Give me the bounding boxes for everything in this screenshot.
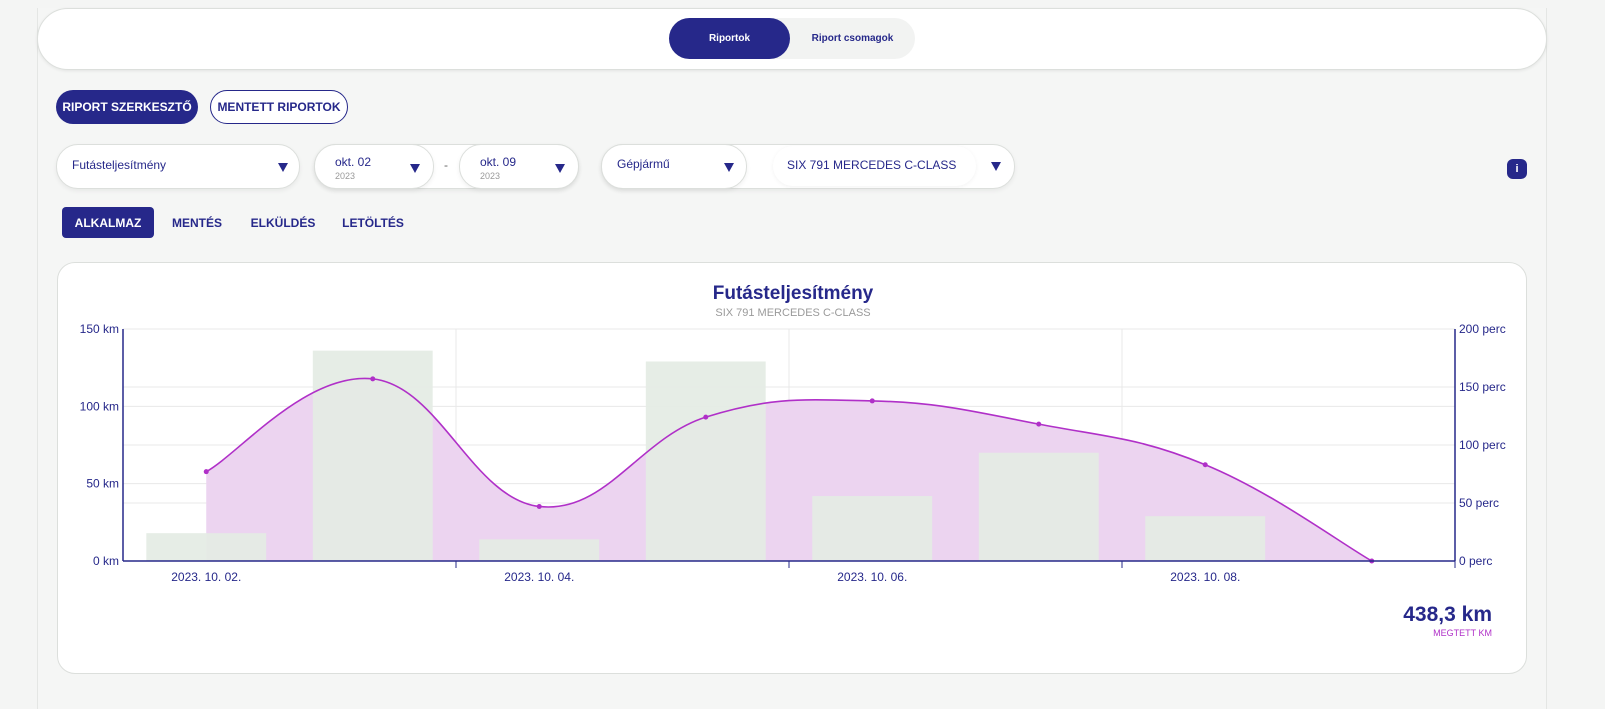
apply-button[interactable]: ALKALMAZ [62, 207, 154, 238]
distance-bar [812, 496, 933, 561]
tab-reports[interactable]: Riportok [669, 18, 790, 59]
y-left-tick-label: 150 km [80, 322, 119, 336]
y-right-tick-label: 150 perc [1459, 380, 1506, 394]
chevron-down-icon [724, 163, 734, 172]
total-distance-value: 438,3 km [1403, 603, 1492, 626]
distance-bar [146, 533, 267, 561]
chevron-down-icon [278, 163, 288, 172]
info-icon[interactable]: i [1507, 159, 1527, 179]
y-right-tick-label: 50 perc [1459, 496, 1499, 510]
date-separator: - [444, 158, 448, 172]
total-distance-label: MEGTETT KM [1433, 628, 1492, 638]
duration-point [536, 503, 542, 509]
x-tick-label: 2023. 10. 06. [837, 570, 907, 584]
report-type-select[interactable]: Futásteljesítmény [56, 144, 300, 189]
x-tick-label: 2023. 10. 08. [1170, 570, 1240, 584]
saved-reports-button[interactable]: MENTETT RIPORTOK [210, 90, 348, 124]
y-right-tick-label: 100 perc [1459, 438, 1506, 452]
report-type-value: Futásteljesítmény [72, 158, 167, 172]
duration-point [370, 376, 376, 382]
send-button[interactable]: ELKÜLDÉS [250, 215, 316, 230]
download-button[interactable]: LETÖLTÉS [342, 215, 404, 230]
entity-type-value: Gépjármű [617, 157, 670, 171]
tab-report-packages[interactable]: Riport csomagok [811, 33, 894, 44]
y-right-tick-label: 200 perc [1459, 322, 1506, 336]
date-to-day: okt. 09 [480, 155, 517, 169]
chart-title: Futásteljesítmény [712, 283, 874, 304]
vehicle-select[interactable]: SIX 791 MERCEDES C-CLASS [773, 146, 976, 186]
y-left-tick-label: 0 km [93, 554, 119, 568]
chart-card: 0 km 50 km 100 km 150 km 0 perc 50 perc 100 pe… [57, 262, 1527, 674]
duration-point [203, 469, 209, 475]
distance-bar [978, 452, 1099, 561]
duration-point [869, 398, 875, 404]
chart-subtitle: SIX 791 MERCEDES C-CLASS [715, 307, 871, 319]
date-from-year: 2023 [335, 171, 356, 181]
date-to-select[interactable]: okt. 09 2023 [459, 144, 579, 189]
duration-point [1036, 421, 1042, 427]
x-tick-label: 2023. 10. 02. [171, 570, 241, 584]
mileage-chart: 0 km 50 km 100 km 150 km 0 perc 50 perc 100 pe… [80, 322, 1506, 584]
duration-point [703, 414, 709, 420]
y-left-tick-label: 100 km [80, 399, 119, 413]
report-editor-button[interactable]: RIPORT SZERKESZTŐ [56, 90, 198, 124]
report-tab-switch: Riportok Riport csomagok [669, 18, 915, 59]
y-left-tick-label: 50 km [86, 477, 119, 491]
entity-type-select[interactable]: Gépjármű [601, 144, 747, 189]
save-button[interactable]: MENTÉS [171, 215, 222, 230]
chevron-down-icon[interactable] [991, 162, 1001, 171]
duration-point [1202, 462, 1208, 468]
distance-bar [645, 361, 766, 561]
duration-line [205, 377, 1373, 562]
chevron-down-icon [555, 164, 565, 173]
date-to-year: 2023 [480, 171, 501, 181]
distance-bar [312, 350, 433, 561]
x-tick-label: 2023. 10. 04. [504, 570, 574, 584]
distance-bar [1145, 516, 1266, 561]
chevron-down-icon [410, 164, 420, 173]
y-right-tick-label: 0 perc [1459, 554, 1492, 568]
distance-bar [479, 539, 600, 561]
vehicle-value: SIX 791 MERCEDES C-CLASS [787, 158, 957, 172]
date-from-day: okt. 02 [335, 155, 372, 169]
date-from-select[interactable]: okt. 02 2023 [314, 144, 434, 189]
